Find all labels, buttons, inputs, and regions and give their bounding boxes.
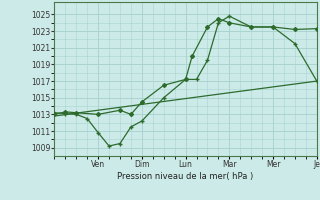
X-axis label: Pression niveau de la mer( hPa ): Pression niveau de la mer( hPa )	[117, 172, 254, 181]
